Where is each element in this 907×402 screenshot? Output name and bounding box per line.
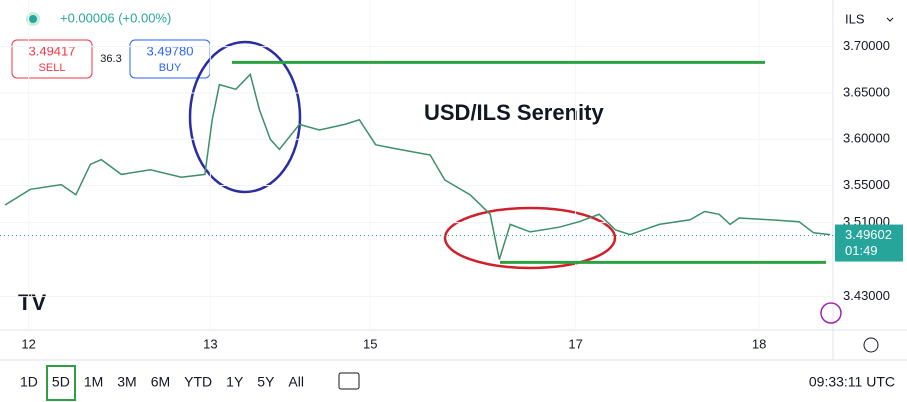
timeframe-button[interactable]: All: [288, 374, 304, 390]
timeframe-button[interactable]: 1D: [20, 374, 38, 390]
timeframe-button[interactable]: 5D: [52, 374, 70, 390]
spread: 36.3: [100, 53, 121, 65]
timeframe-button[interactable]: 3M: [117, 374, 136, 390]
buy-price: 3.49780: [147, 43, 194, 58]
y-tick-label: 3.60000: [843, 131, 890, 146]
last-price-box: [835, 224, 903, 262]
dropdown-caret: [886, 17, 894, 22]
status-dot: [29, 15, 37, 23]
x-tick-label: 18: [752, 336, 766, 351]
chart-title: USD/ILS Serenity: [424, 100, 604, 125]
settings-icon[interactable]: [863, 337, 879, 353]
clock: 09:33:11 UTC: [809, 374, 895, 390]
date-range-icon[interactable]: [338, 372, 360, 390]
y-tick-label: 3.55000: [843, 177, 890, 192]
timeframe-button[interactable]: 5Y: [257, 374, 275, 390]
y-tick-label: 3.65000: [843, 84, 890, 99]
y-tick-label: 3.70000: [843, 38, 890, 53]
timeframe-button[interactable]: 1M: [84, 374, 103, 390]
sell-label: SELL: [39, 62, 66, 74]
sell-price: 3.49417: [29, 43, 76, 58]
timeframe-button[interactable]: 1Y: [226, 374, 244, 390]
price-line: [4, 72, 831, 260]
logo: TV: [18, 290, 46, 315]
selected-timeframe-frame: [46, 365, 76, 401]
x-tick-label: 12: [21, 336, 35, 351]
timeframe-button[interactable]: YTD: [184, 374, 212, 390]
alert-icon[interactable]: [820, 302, 842, 324]
countdown-label: 01:49: [845, 243, 878, 258]
highlight-ellipse: [188, 40, 302, 194]
price-change: +0.00006 (+0.00%): [60, 10, 171, 25]
x-tick-label: 15: [363, 336, 377, 351]
currency-selector[interactable]: ILS: [845, 11, 865, 26]
y-tick-label: 3.43000: [843, 288, 890, 303]
timeframe-button[interactable]: 6M: [151, 374, 170, 390]
sell-button[interactable]: [11, 39, 93, 79]
x-tick-label: 17: [568, 336, 582, 351]
last-price-label: 3.49602: [845, 227, 892, 242]
x-tick-label: 13: [203, 336, 217, 351]
highlight-ellipse: [443, 206, 617, 270]
buy-label: BUY: [159, 62, 182, 74]
